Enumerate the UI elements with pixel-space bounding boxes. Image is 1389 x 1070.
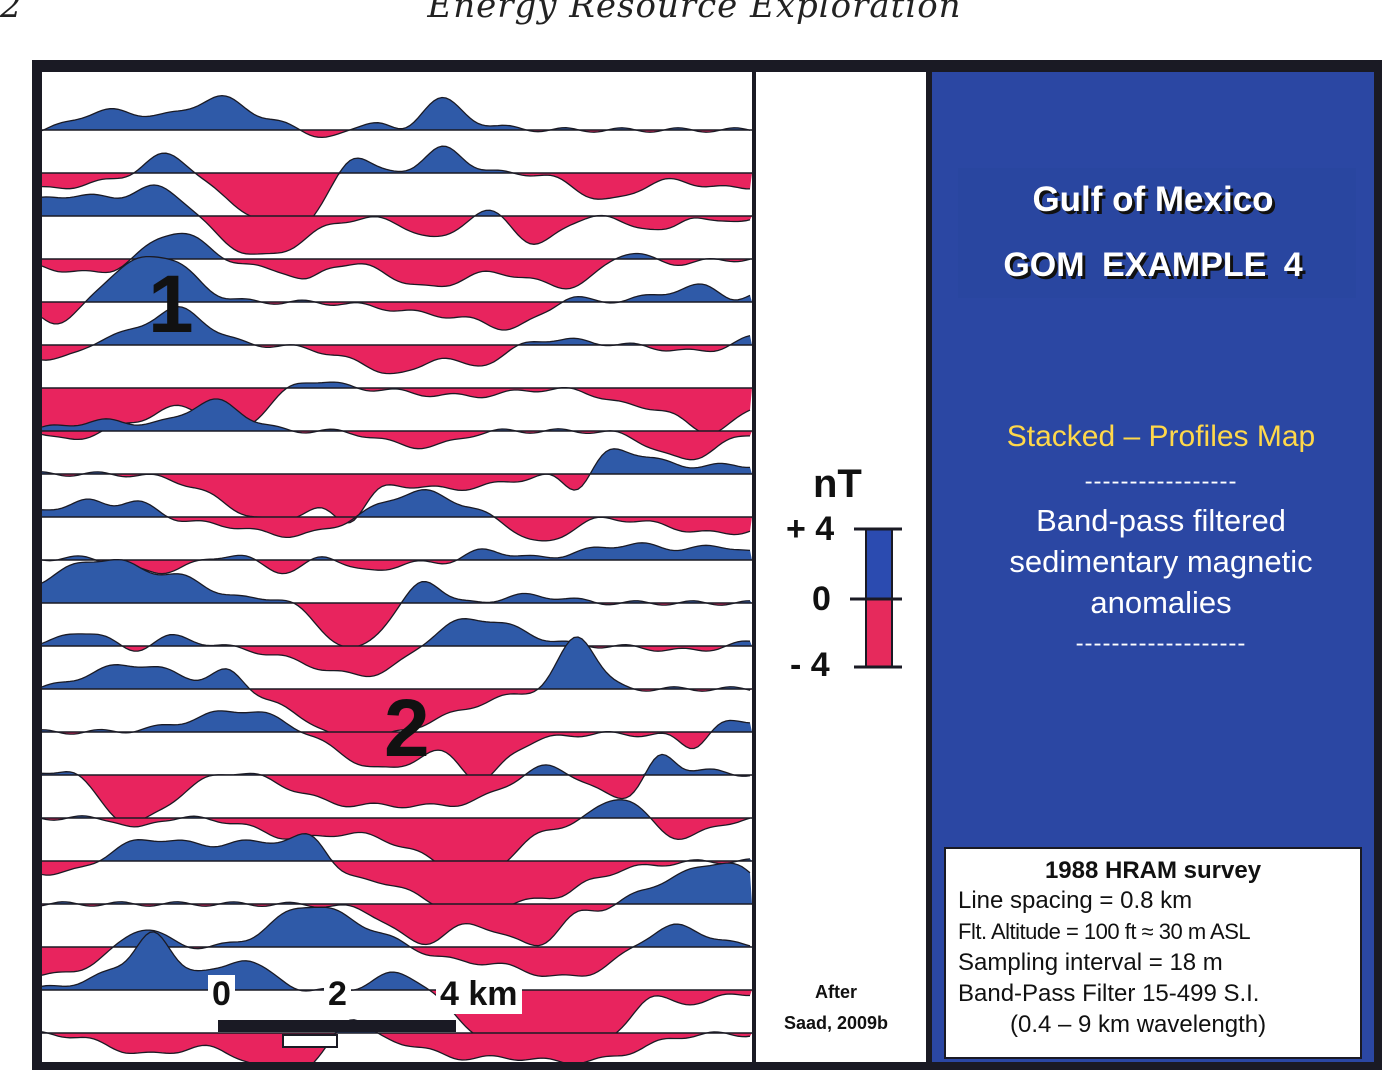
profile-negative-fill — [42, 173, 752, 230]
profile-trace — [42, 833, 751, 911]
profile-positive-fill — [42, 146, 752, 173]
profile-trace — [42, 232, 751, 290]
profile-negative-fill — [42, 689, 752, 745]
profile-positive-fill — [42, 559, 752, 603]
stacked-profiles-map — [42, 72, 752, 1062]
profile-positive-fill — [42, 637, 752, 689]
divider-bottom: ------------------- — [1075, 630, 1247, 657]
running-title: Energy Resource Exploration — [427, 0, 962, 26]
profile-negative-fill — [42, 302, 752, 330]
profile-negative-fill — [42, 947, 752, 977]
scale-tick-2: 2 — [324, 975, 351, 1014]
profile-trace — [42, 710, 751, 783]
survey-title: 1988 HRAM survey — [1044, 857, 1262, 884]
profile-positive-fill — [42, 710, 752, 732]
profile-trace — [42, 398, 751, 461]
panel-description: Band-pass filtered sedimentary magnetic … — [932, 500, 1389, 623]
profile-trace — [42, 542, 751, 575]
profile-positive-fill — [42, 256, 752, 302]
profile-negative-fill — [42, 345, 752, 374]
profile-trace — [42, 753, 751, 825]
profile-positive-fill — [42, 399, 752, 431]
profile-trace — [42, 1019, 751, 1062]
profile-trace — [42, 305, 751, 375]
credit-source: Saad, 2009b — [783, 1013, 889, 1033]
scale-tick-4: 4 km — [436, 975, 522, 1014]
profile-trace — [42, 448, 750, 524]
profile-positive-fill — [42, 799, 752, 818]
profile-trace — [42, 381, 751, 441]
profile-trace — [42, 145, 751, 231]
profile-trace — [42, 255, 751, 331]
panel-example: GOM EXAMPLE 4 — [1003, 246, 1303, 284]
profile-negative-fill — [42, 775, 752, 824]
legend-tick-mid: 0 — [812, 580, 831, 618]
legend-column — [756, 72, 926, 1062]
divider-top: ----------------- — [1084, 468, 1238, 495]
profile-positive-fill — [42, 95, 752, 130]
profile-positive-fill — [42, 489, 752, 517]
profile-positive-fill — [42, 185, 752, 216]
profile-positive-fill — [42, 382, 752, 388]
panel-subtitle: Stacked – Profiles Map — [1006, 420, 1316, 453]
profile-negative-fill — [42, 818, 752, 875]
profile-trace — [42, 489, 751, 542]
scale-tick-0: 0 — [208, 975, 235, 1014]
profile-trace — [42, 94, 751, 139]
map-label-1: 1 — [148, 259, 194, 350]
desc-line-1: Band-pass filtered — [1036, 503, 1286, 538]
profile-positive-fill — [42, 448, 752, 474]
profile-negative-fill — [42, 646, 752, 677]
survey-filter: Band-Pass Filter 15-499 S.I. — [958, 980, 1260, 1007]
credit-after: After — [814, 982, 857, 1002]
desc-line-3: anomalies — [1090, 585, 1232, 620]
survey-line-spacing: Line spacing = 0.8 km — [958, 887, 1193, 914]
profile-trace — [42, 558, 751, 648]
profile-negative-fill — [42, 216, 752, 255]
profile-negative-fill — [42, 474, 752, 523]
profile-positive-fill — [42, 542, 752, 560]
profile-positive-fill — [42, 618, 752, 646]
title-box — [958, 168, 1356, 298]
desc-line-2: sedimentary magnetic — [1009, 544, 1313, 579]
profile-positive-fill — [42, 754, 752, 775]
profile-negative-fill — [42, 861, 752, 910]
profile-negative-fill — [42, 1033, 752, 1062]
legend-unit: nT — [813, 462, 862, 506]
page-number: 2 — [0, 0, 22, 26]
profile-negative-fill — [42, 904, 752, 946]
profile-positive-fill — [42, 306, 752, 345]
survey-wavelength: (0.4 – 9 km wavelength) — [1010, 1011, 1267, 1038]
scale-bar-segment — [282, 1034, 338, 1048]
profile-positive-fill — [42, 233, 752, 259]
survey-sampling: Sampling interval = 18 m — [958, 949, 1223, 976]
profile-negative-fill — [42, 431, 752, 460]
profile-negative-fill — [42, 130, 752, 138]
profile-negative-fill — [42, 517, 752, 541]
map-label-2: 2 — [384, 683, 430, 774]
profile-positive-fill — [42, 863, 752, 904]
survey-altitude: Flt. Altitude = 100 ft ≈ 30 m ASL — [958, 919, 1251, 944]
profile-negative-fill — [42, 259, 752, 289]
profile-trace — [42, 931, 750, 1051]
profile-negative-fill — [42, 732, 752, 782]
legend-tick-top: + 4 — [786, 510, 835, 548]
scale-bar-body — [218, 1020, 456, 1032]
profile-positive-fill — [42, 833, 752, 861]
profile-trace — [42, 184, 751, 255]
profiles-svg — [42, 94, 752, 1062]
legend-tick-bottom: - 4 — [790, 646, 830, 684]
profile-trace — [42, 799, 751, 875]
panel-title: Gulf of Mexico — [1032, 180, 1274, 219]
survey-box: 1988 HRAM survey Line spacing = 0.8 km F… — [944, 847, 1362, 1059]
color-scale-bar — [850, 527, 902, 669]
